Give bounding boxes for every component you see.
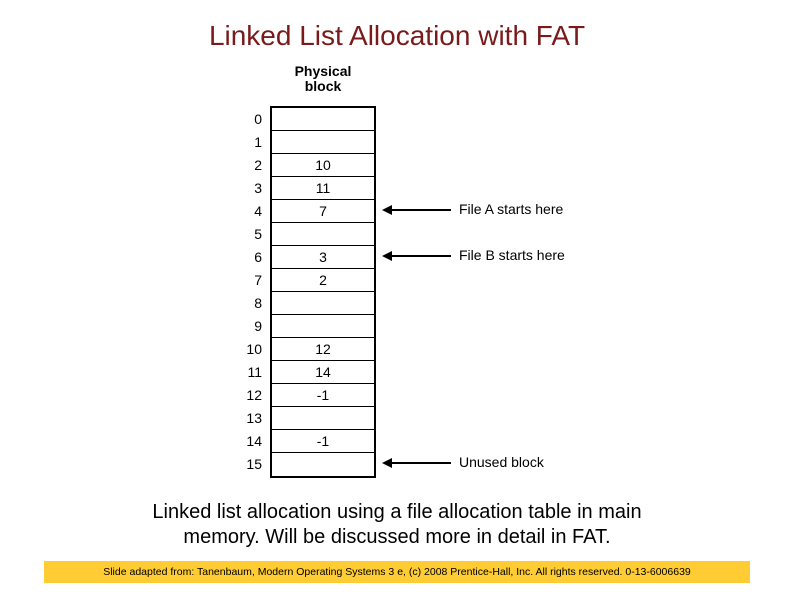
- row-index: 0: [234, 108, 262, 131]
- table-row: 13: [272, 407, 374, 430]
- table-row: 8: [272, 292, 374, 315]
- physical-block-label: Physicalblock: [258, 64, 388, 95]
- slide: Linked List Allocation with FAT Physical…: [0, 0, 794, 595]
- row-value: 12: [272, 338, 374, 361]
- row-index: 1: [234, 131, 262, 154]
- arrow-line: [391, 255, 451, 257]
- row-index: 6: [234, 246, 262, 269]
- annotation-label: Unused block: [459, 454, 544, 470]
- table-row: 5: [272, 223, 374, 246]
- row-index: 8: [234, 292, 262, 315]
- row-value: [272, 223, 374, 246]
- table-row: 210: [272, 154, 374, 177]
- table-row: 63: [272, 246, 374, 269]
- row-index: 5: [234, 223, 262, 246]
- table-row: 0: [272, 108, 374, 131]
- row-value: 3: [272, 246, 374, 269]
- row-index: 10: [234, 338, 262, 361]
- row-index: 12: [234, 384, 262, 407]
- slide-title: Linked List Allocation with FAT: [0, 20, 794, 52]
- row-value: -1: [272, 430, 374, 453]
- arrow-line: [391, 462, 451, 464]
- row-index: 11: [234, 361, 262, 384]
- row-value: [272, 108, 374, 131]
- row-index: 14: [234, 430, 262, 453]
- table-row: 72: [272, 269, 374, 292]
- table-row: 1012: [272, 338, 374, 361]
- row-value: [272, 315, 374, 338]
- row-value: 11: [272, 177, 374, 200]
- row-index: 2: [234, 154, 262, 177]
- fat-diagram: Physicalblock 01210311475637289101211141…: [160, 60, 640, 490]
- table-row: 47: [272, 200, 374, 223]
- row-value: 10: [272, 154, 374, 177]
- row-value: [272, 407, 374, 430]
- table-row: 15: [272, 453, 374, 476]
- row-index: 9: [234, 315, 262, 338]
- caption-text: Linked list allocation using a file allo…: [0, 500, 794, 550]
- row-index: 3: [234, 177, 262, 200]
- row-value: 2: [272, 269, 374, 292]
- annotation-label: File B starts here: [459, 247, 565, 263]
- row-index: 7: [234, 269, 262, 292]
- header-label-text: Physicalblock: [295, 63, 352, 94]
- row-value: 14: [272, 361, 374, 384]
- row-value: [272, 453, 374, 476]
- row-index: 15: [234, 453, 262, 476]
- table-row: 12-1: [272, 384, 374, 407]
- table-row: 1114: [272, 361, 374, 384]
- table-row: 14-1: [272, 430, 374, 453]
- table-row: 1: [272, 131, 374, 154]
- table-row: 311: [272, 177, 374, 200]
- table-row: 9: [272, 315, 374, 338]
- fat-table: 012103114756372891012111412-11314-115: [270, 106, 376, 478]
- row-value: [272, 292, 374, 315]
- row-index: 4: [234, 200, 262, 223]
- row-value: [272, 131, 374, 154]
- arrow-line: [391, 209, 451, 211]
- row-value: 7: [272, 200, 374, 223]
- row-index: 13: [234, 407, 262, 430]
- footer-text: Slide adapted from: Tanenbaum, Modern Op…: [44, 561, 750, 583]
- row-value: -1: [272, 384, 374, 407]
- annotation-label: File A starts here: [459, 201, 563, 217]
